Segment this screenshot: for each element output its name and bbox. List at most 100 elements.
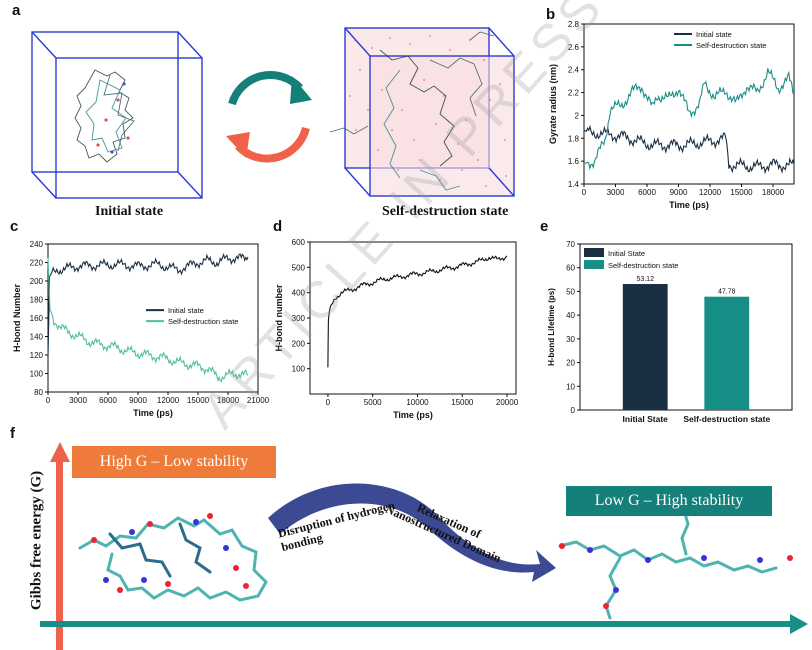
transition-arrow: [268, 483, 556, 582]
y-tick-label: 80: [34, 388, 43, 397]
y-tick-label: 2.8: [568, 20, 580, 29]
x-tick-label: 21000: [247, 396, 270, 405]
x-axis-arrow: [40, 614, 808, 634]
series-line-1: [327, 255, 508, 368]
y-axis-label: H-bond Lifetime (ps): [547, 288, 556, 366]
plot-frame: [583, 23, 795, 185]
y-tick-label: 40: [566, 311, 575, 320]
x-tick-label: 3000: [607, 188, 625, 197]
self-destruction-caption: Self-destruction state: [382, 204, 509, 219]
series-line-2: [583, 68, 795, 171]
x-axis-label: Time (ps): [393, 410, 433, 420]
y-tick-label: 160: [30, 314, 44, 323]
y-tick-label: 300: [292, 314, 306, 323]
gibbs-y-axis-arrow: [50, 442, 70, 650]
legend-label: Initial state: [168, 306, 204, 315]
low-g-banner: Low G – High stability: [566, 486, 772, 516]
y-axis-label: H-bond Number: [12, 284, 22, 352]
x-tick-label: 0: [582, 188, 587, 197]
x-axis-label: Time (ps): [669, 200, 709, 210]
y-tick-label: 10: [566, 382, 575, 391]
legend-swatch: [584, 260, 604, 269]
coiled-peptide-molecule: [78, 513, 268, 602]
x-tick-label: 9000: [129, 396, 147, 405]
panel-letter-e: e: [540, 218, 549, 235]
x-tick-label: 18000: [762, 188, 785, 197]
panel-letter-a: a: [12, 2, 21, 19]
x-tick-label: 6000: [99, 396, 117, 405]
panel-letter-c: c: [10, 218, 19, 235]
x-tick-label: 12000: [699, 188, 722, 197]
series-line-1: [583, 124, 795, 175]
x-tick-label: 15000: [187, 396, 210, 405]
y-tick-label: 20: [566, 359, 575, 368]
legend-label: Self-destruction state: [168, 317, 238, 326]
x-tick-label: 6000: [638, 188, 656, 197]
y-tick-label: 2.6: [568, 43, 580, 52]
series-line-2: [47, 257, 249, 383]
bar-2: [704, 296, 750, 410]
x-tick-label: 0: [46, 396, 51, 405]
series-line-1: [47, 252, 249, 357]
gibbs-energy-axis-label: Gibbs free energy (G): [28, 470, 45, 611]
initial-state-box: [31, 31, 203, 199]
x-axis-label: Time (ps): [133, 408, 173, 418]
x-tick-label: 10000: [406, 398, 429, 407]
self-destruction-box: [329, 27, 515, 197]
y-tick-label: 100: [292, 365, 306, 374]
x-tick-label: 15000: [730, 188, 753, 197]
plot-frame: [579, 243, 793, 411]
y-axis-label: Gyrate radius (nm): [548, 64, 558, 144]
x-tick-label: 15000: [451, 398, 474, 407]
legend-swatch: [584, 248, 604, 257]
chart-c-hbond-number: 0 3000 6000 9000 12000 15000 18000 21000 80 100 12…: [12, 240, 270, 418]
y-tick-label: 50: [566, 287, 575, 296]
y-tick-label: 2: [575, 111, 580, 120]
bar-1: [622, 284, 668, 410]
y-tick-label: 0: [571, 406, 576, 415]
x-category-label: Self-destruction state: [683, 414, 770, 424]
y-tick-label: 220: [30, 259, 44, 268]
chart-e-hbond-lifetime: 0 10 20 30 40 50 60 70 H-bond Lifetime (ps) 53.12…: [547, 240, 793, 424]
y-tick-label: 2.4: [568, 66, 580, 75]
y-tick-label: 240: [30, 240, 44, 249]
y-tick-label: 120: [30, 351, 44, 360]
y-tick-label: 200: [292, 339, 306, 348]
x-tick-label: 0: [326, 398, 331, 407]
x-tick-label: 9000: [670, 188, 688, 197]
legend-label: Initial State: [608, 249, 645, 258]
initial-state-molecule: [74, 69, 135, 163]
y-tick-label: 180: [30, 296, 44, 305]
y-tick-label: 1.8: [568, 134, 580, 143]
chart-b-gyrate-radius: 0 3000 6000 9000 12000 15000 18000 1.4 1.6 1.8 2 2.…: [548, 20, 795, 210]
y-tick-label: 200: [30, 277, 44, 286]
legend-label: Initial state: [696, 30, 732, 39]
bar-value-label: 47.78: [718, 289, 736, 296]
panel-letter-d: d: [273, 218, 283, 235]
y-axis-label: H-bond number: [274, 284, 284, 351]
panel-f-illustration: [40, 442, 808, 650]
cycle-arrows: [226, 71, 312, 163]
y-tick-label: 60: [566, 264, 575, 273]
high-g-banner: High G – Low stability: [72, 446, 276, 478]
panel-letter-b: b: [546, 6, 556, 23]
x-tick-label: 3000: [69, 396, 87, 405]
bar-value-label: 53.12: [636, 276, 654, 283]
y-tick-label: 140: [30, 333, 44, 342]
panel-a-illustration: [31, 27, 515, 199]
y-tick-label: 1.6: [568, 157, 580, 166]
y-tick-label: 100: [30, 370, 44, 379]
panel-letter-f: f: [10, 425, 15, 442]
y-tick-label: 400: [292, 289, 306, 298]
y-tick-label: 500: [292, 263, 306, 272]
y-tick-label: 70: [566, 240, 575, 249]
legend-label: Self-destruction state: [608, 261, 678, 270]
chart-d-hbond-number: 0 5000 10000 15000 20000 100 200 300 400 500 600 Ti…: [274, 238, 519, 420]
y-tick-label: 600: [292, 238, 306, 247]
plot-frame: [309, 241, 517, 395]
initial-state-caption: Initial state: [95, 204, 164, 219]
x-tick-label: 12000: [157, 396, 180, 405]
x-tick-label: 20000: [496, 398, 519, 407]
x-tick-label: 18000: [217, 396, 240, 405]
y-tick-label: 1.4: [568, 180, 580, 189]
